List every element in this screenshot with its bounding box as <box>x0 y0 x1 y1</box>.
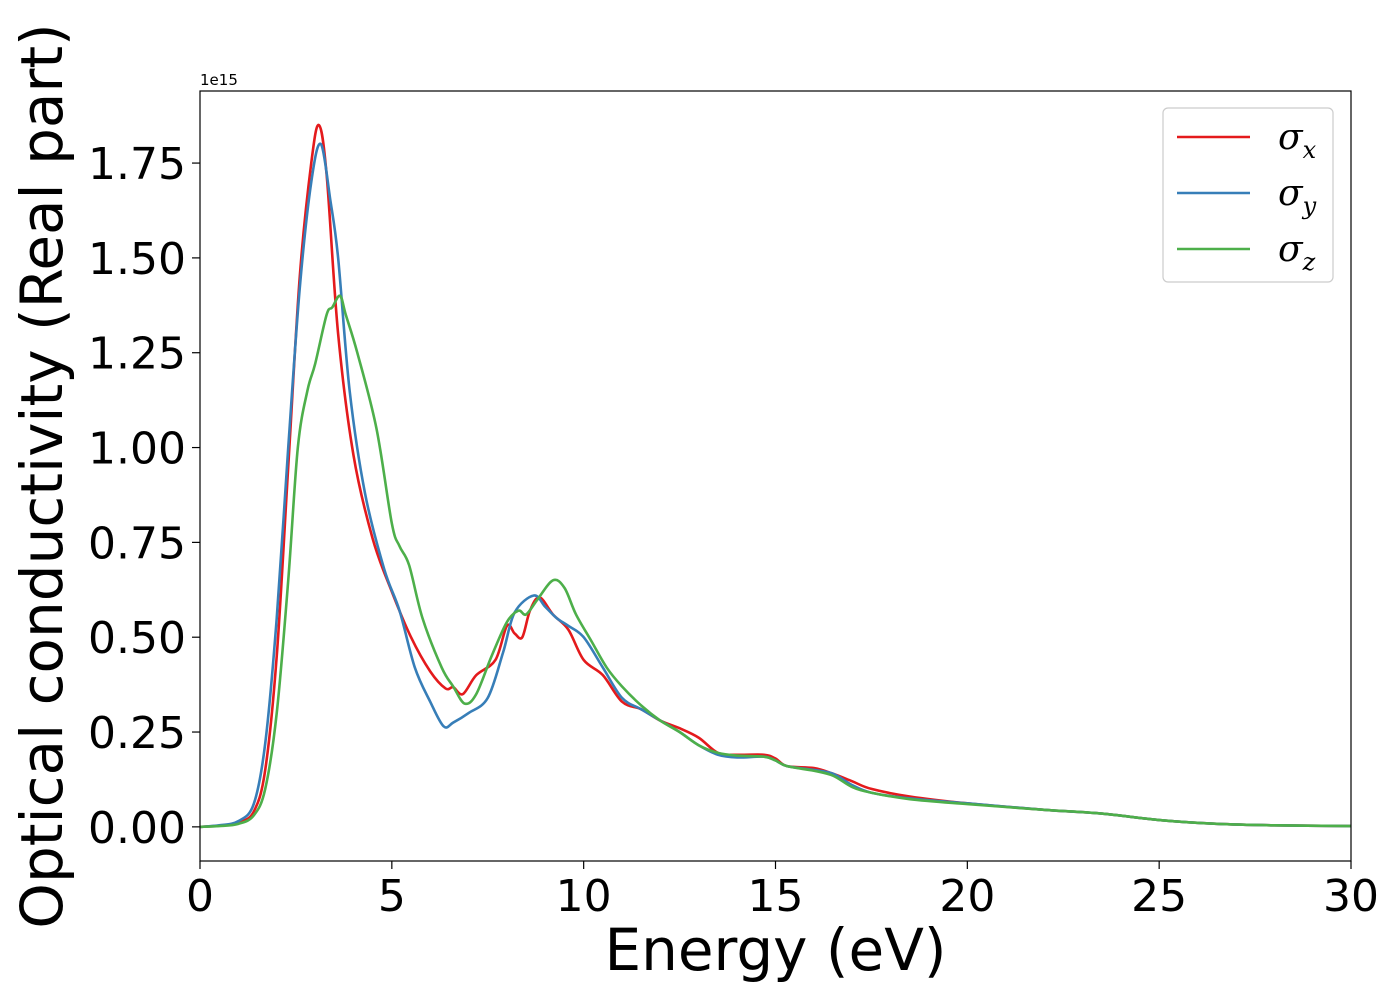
y-tick-label: 0.50 <box>88 613 186 664</box>
y-axis: 0.00 0.25 0.50 0.75 1.00 1.25 1.50 1.75 <box>88 139 200 854</box>
y-axis-label: Optical conductivity (Real part) <box>8 23 76 928</box>
legend-frame <box>1162 107 1334 283</box>
legend-label-x: σx <box>1278 117 1317 164</box>
series-layer <box>200 123 1351 829</box>
y-tick-label: 1.50 <box>88 234 186 285</box>
y-tick-label: 1.00 <box>88 424 186 475</box>
x-tick-label: 30 <box>1323 871 1379 922</box>
legend: σx σy σz <box>1162 107 1334 283</box>
y-tick-label: 1.25 <box>88 329 186 380</box>
series-line-z <box>200 294 1351 829</box>
x-tick-label: 25 <box>1131 871 1187 922</box>
y-tick-label: 1.75 <box>88 139 186 190</box>
x-tick-label: 0 <box>186 871 214 922</box>
legend-label-y: σy <box>1278 173 1317 220</box>
x-tick-label: 10 <box>556 871 612 922</box>
x-tick-label: 15 <box>748 871 804 922</box>
x-axis: 0 5 10 15 20 25 30 <box>186 861 1379 922</box>
y-tick-label: 0.25 <box>88 708 186 759</box>
x-tick-label: 20 <box>939 871 995 922</box>
y-tick-label: 0.00 <box>88 803 186 854</box>
series-line-y <box>200 142 1351 829</box>
y-offset-label: 1e15 <box>200 71 238 89</box>
legend-label-z: σz <box>1278 229 1316 276</box>
series-line-x <box>200 123 1351 829</box>
x-tick-label: 5 <box>378 871 406 922</box>
y-tick-label: 0.75 <box>88 518 186 569</box>
x-axis-label: Energy (eV) <box>604 916 946 984</box>
